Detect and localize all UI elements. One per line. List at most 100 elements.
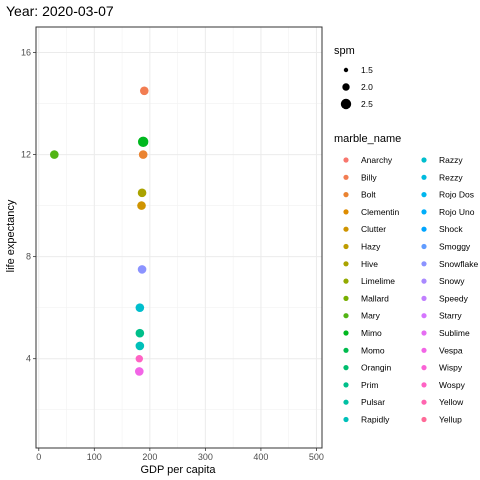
plot-panel (36, 27, 322, 448)
data-point (139, 86, 149, 96)
legend-color-label: Yellup (439, 415, 462, 425)
y-axis-label: life expectancy (5, 199, 17, 272)
x-tick-label: 300 (198, 452, 213, 462)
x-tick-label: 100 (87, 452, 102, 462)
legend-color-label: Clutter (361, 224, 386, 234)
legend-color-label: Anarchy (361, 155, 393, 165)
legend-spm-title: spm (334, 45, 355, 57)
y-tick-label: 12 (21, 150, 31, 160)
legend-color-label: Limelime (361, 276, 395, 286)
legend-color-label: Snowflake (439, 259, 478, 269)
legend-color-label: Wospy (439, 380, 466, 390)
legend-color-label: Wispy (439, 363, 463, 373)
legend-color-label: Razzy (439, 155, 463, 165)
x-axis-label: GDP per capita (140, 464, 216, 476)
y-tick-label: 16 (21, 48, 31, 58)
legend-color-label: Clementin (361, 207, 400, 217)
legend-size-label: 2.5 (361, 99, 373, 109)
legend-color-label: Billy (361, 172, 377, 182)
legend-color-key (343, 330, 349, 336)
legend-color-label: Pulsar (361, 397, 385, 407)
legend-color-label: Rezzy (439, 172, 463, 182)
legend-color-key (421, 313, 427, 319)
legend-color-key (343, 209, 349, 215)
legend-color-label: Rapidly (361, 415, 390, 425)
data-point (137, 136, 149, 148)
x-tick-label: 200 (142, 452, 157, 462)
legend-color-label: Orangin (361, 363, 392, 373)
legend-color-key (421, 226, 427, 232)
legend-color-label: Vespa (439, 345, 463, 355)
legend-color-key (343, 261, 349, 267)
data-point (137, 188, 147, 198)
y-tick-label: 4 (26, 354, 31, 364)
data-point (135, 341, 145, 351)
legend-color-key (343, 226, 349, 232)
legend-spm: spm 1.5 2.0 2.5 (334, 45, 373, 110)
legend-color-key (343, 278, 349, 284)
legend-color-key (343, 157, 349, 163)
legend-color-label: Yellow (439, 397, 464, 407)
legend-size-label: 1.5 (361, 65, 373, 75)
legend-color-key (421, 399, 427, 405)
legend-color-key (421, 382, 427, 388)
legend-size-key (340, 98, 352, 110)
legend-color-key (343, 295, 349, 301)
legend-color-label: Hive (361, 259, 378, 269)
legend-color-label: Hazy (361, 242, 381, 252)
data-point (135, 354, 143, 363)
legend-color-key (421, 209, 427, 215)
legend-color-key (343, 174, 349, 180)
legend-size-key (343, 67, 349, 73)
legend-color-label: Prim (361, 380, 378, 390)
legend-color-label: Shock (439, 224, 463, 234)
legend-color-label: Bolt (361, 190, 376, 200)
legend-color-key (421, 416, 427, 423)
legend-color-key (421, 365, 427, 371)
y-tick-label: 8 (26, 252, 31, 262)
legend-color-key (421, 347, 427, 353)
data-point (137, 265, 147, 274)
legend-color-label: Speedy (439, 293, 469, 303)
data-point (50, 150, 59, 159)
data-point (135, 303, 145, 312)
y-axis-ticks: 4 8 12 16 (21, 48, 36, 364)
legend-color-key (421, 243, 427, 250)
legend-color-label: Mimo (361, 328, 382, 338)
legend-color-label: Mallard (361, 293, 389, 303)
legend-color-key (421, 261, 427, 267)
legend-marble-title: marble_name (334, 133, 401, 145)
legend-color-key (343, 365, 349, 371)
legend-color-key (343, 416, 349, 423)
x-axis-ticks: 0 100 200 300 400 500 (36, 448, 324, 462)
data-point (135, 328, 145, 338)
legend-color-key (421, 295, 427, 301)
data-points (50, 86, 149, 376)
legend-size-label: 2.0 (361, 82, 373, 92)
legend-color-label: Rojo Dos (439, 190, 474, 200)
legend-color-label: Starry (439, 311, 462, 321)
legend-color-label: Mary (361, 311, 381, 321)
legend-color-key (421, 157, 427, 163)
grid-minor (36, 27, 322, 448)
legend-color-label: Sublime (439, 328, 470, 338)
x-tick-label: 500 (309, 452, 324, 462)
legend-color-key (421, 278, 427, 284)
legend-size-key (342, 83, 350, 91)
legend-color-key (421, 192, 427, 198)
x-tick-label: 400 (253, 452, 268, 462)
legend-color-label: Smoggy (439, 242, 471, 252)
chart-title: Year: 2020-03-07 (6, 3, 114, 19)
legend-color-key (421, 330, 427, 336)
legend-color-key (343, 382, 349, 388)
data-point (137, 201, 146, 210)
data-point (134, 367, 144, 376)
legend-color-label: Momo (361, 345, 385, 355)
legend-color-key (343, 347, 349, 353)
legend-color-key (343, 243, 349, 250)
plot-border (35, 26, 323, 449)
grid-major (36, 27, 322, 448)
legend-color-label: Rojo Uno (439, 207, 475, 217)
legend-color-label: Snowy (439, 276, 465, 286)
